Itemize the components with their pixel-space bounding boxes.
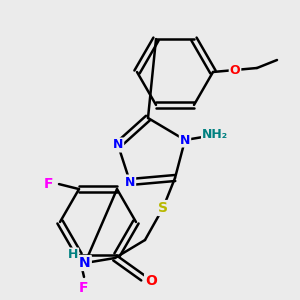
- Text: NH₂: NH₂: [202, 128, 228, 142]
- Text: O: O: [230, 64, 240, 76]
- Text: O: O: [145, 274, 157, 288]
- Text: N: N: [125, 176, 135, 188]
- Text: F: F: [44, 177, 54, 191]
- Text: N: N: [79, 256, 91, 270]
- Text: S: S: [158, 201, 168, 215]
- Text: N: N: [180, 134, 190, 146]
- Text: N: N: [113, 139, 123, 152]
- Text: F: F: [79, 281, 89, 295]
- Text: H: H: [68, 248, 78, 262]
